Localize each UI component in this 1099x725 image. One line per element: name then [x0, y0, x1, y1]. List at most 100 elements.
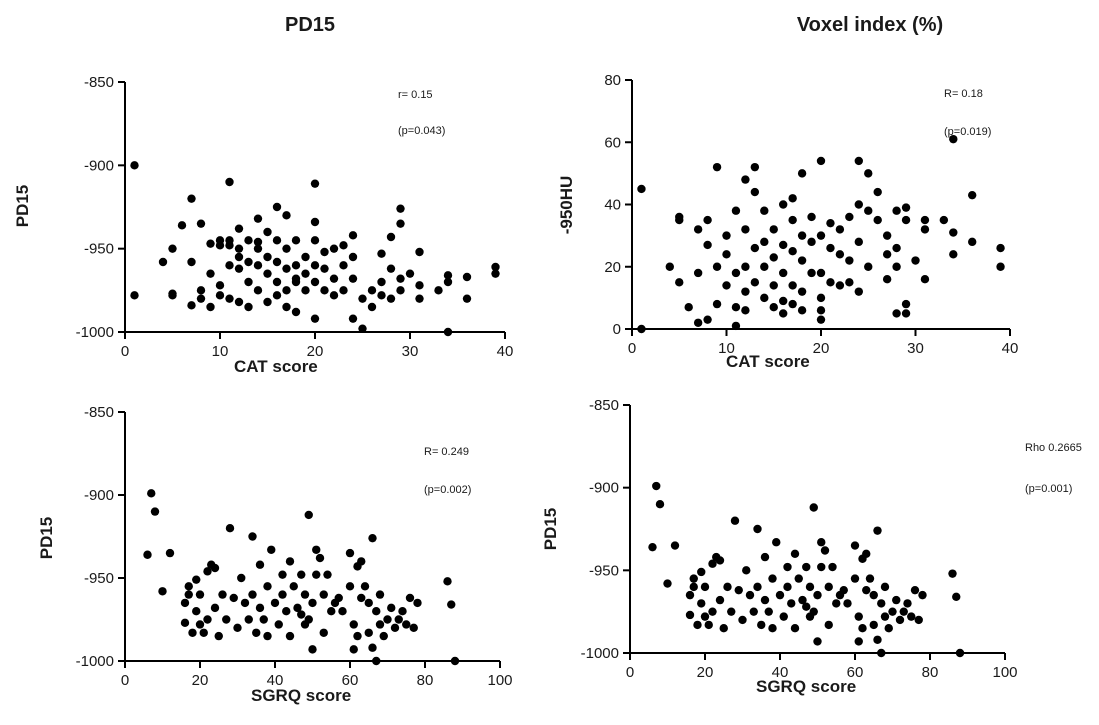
chart-3-data-point: [199, 628, 208, 637]
chart-1-y-tick-label: -1000: [76, 324, 114, 341]
chart-2-data-point: [807, 212, 816, 222]
chart-4-data-point: [775, 590, 785, 600]
chart-1-data-point: [168, 244, 177, 253]
chart-2-data-point: [712, 299, 722, 309]
chart-1-data-point: [462, 272, 472, 282]
chart-1-data-point: [244, 277, 253, 287]
chart-1-data-point: [310, 261, 320, 270]
chart-3-data-point: [372, 607, 381, 616]
chart-4-data-point: [723, 582, 732, 592]
chart-2-data-point: [788, 194, 797, 203]
chart-2-data-point: [797, 231, 807, 240]
chart-2-data-point: [968, 190, 977, 200]
chart-4-data-point: [760, 595, 770, 605]
chart-2-data-point: [901, 309, 911, 318]
chart-4-data-point: [768, 574, 777, 583]
chart-2-data-point: [797, 287, 807, 296]
chart-2-data-point: [693, 225, 703, 234]
chart-1-data-point: [320, 247, 329, 257]
chart-1-data-point: [282, 244, 291, 253]
chart-3-data-point: [357, 593, 366, 603]
chart-1-data-point: [329, 244, 339, 253]
chart-1-data-point: [234, 297, 244, 307]
chart-1-data-point: [348, 252, 358, 262]
chart-2-data-point: [845, 212, 854, 222]
chart-4-data-point: [884, 624, 893, 633]
chart-1-data-point: [272, 277, 282, 287]
chart-1-data-point: [253, 214, 263, 223]
chart-4-data-point: [708, 607, 717, 616]
chart-2-data-point: [760, 262, 769, 271]
chart-1-data-point: [253, 286, 263, 295]
chart-4-data-point: [817, 562, 826, 572]
chart-1-x-tick-label: 30: [402, 343, 419, 360]
chart-1-data-point: [443, 277, 453, 287]
chart-4-data-point: [824, 620, 833, 630]
chart-4-data-point: [794, 574, 803, 583]
chart-3-data-point: [214, 631, 223, 641]
chart-3-data-point: [375, 620, 385, 629]
chart-1-data-point: [405, 269, 415, 278]
chart-2-data-point: [901, 215, 911, 225]
chart-4-annotation: Rho 0.2665: [1025, 442, 1082, 454]
chart-3-data-point: [447, 600, 456, 609]
chart-3-data-point: [165, 548, 175, 558]
chart-4-data-point: [877, 648, 886, 658]
chart-2-data-point: [816, 306, 826, 315]
chart-3-data-point: [267, 545, 276, 554]
chart-3-data-point: [147, 489, 156, 498]
chart-4-data-point: [918, 590, 927, 600]
chart-3-x-tick-label: 100: [487, 672, 512, 689]
chart-2-data-point: [949, 228, 958, 237]
chart-2-data-point: [807, 268, 816, 278]
chart-2-data-point: [826, 278, 835, 287]
chart-3-data-point: [364, 628, 373, 637]
chart-4-data-point: [805, 582, 815, 592]
chart-2-y-axis-title: -950HU: [557, 176, 576, 235]
chart-1-data-point: [396, 219, 405, 228]
chart-4-data-point: [892, 595, 901, 605]
chart-2-y-tick-label: 20: [604, 259, 621, 276]
chart-2-data-point: [797, 306, 807, 315]
chart-3-data-point: [345, 548, 355, 558]
chart-4-data-point: [820, 546, 830, 555]
chart-3-data-point: [237, 573, 246, 583]
chart-2-data-point: [665, 262, 674, 271]
chart-3-data-point: [289, 582, 298, 591]
chart-2-data-point: [769, 281, 778, 290]
chart-1-data-point: [253, 261, 263, 270]
chart-1-data-point: [263, 297, 272, 307]
chart-3-data-point: [248, 532, 257, 541]
chart-3-data-point: [390, 623, 400, 632]
chart-2-data-point: [996, 243, 1005, 253]
chart-1-data-point: [168, 291, 177, 300]
chart-2-data-point: [892, 262, 901, 271]
chart-2-annotation: R= 0.18: [944, 88, 983, 100]
chart-2-x-tick-label: 20: [813, 340, 830, 357]
chart-1-data-point: [244, 236, 253, 245]
chart-3-data-point: [278, 570, 287, 579]
chart-3-data-point: [195, 590, 205, 599]
chart-4-data-point: [914, 615, 923, 625]
chart-1-data-point: [434, 286, 443, 295]
chart-3-y-tick-label: -1000: [76, 653, 114, 670]
chart-4-data-point: [727, 607, 736, 616]
chart-1-data-point: [282, 264, 291, 273]
chart-1-data-point: [225, 261, 234, 270]
chart-2-data-point: [788, 281, 797, 290]
chart-4-data-point: [873, 635, 882, 644]
chart-3-data-point: [398, 607, 407, 616]
chart-1-data-point: [377, 277, 386, 287]
chart-1-data-point: [196, 286, 206, 295]
chart-4-data-point: [783, 562, 792, 572]
chart-2-data-point: [816, 231, 826, 240]
chart-1-data-point: [396, 286, 405, 295]
chart-2-data-point: [760, 206, 769, 215]
chart-4-data-point: [700, 612, 710, 621]
chart-4-y-tick-label: -950: [589, 562, 619, 579]
chart-1-data-point: [320, 286, 329, 295]
chart-3-data-point: [297, 570, 306, 579]
chart-2-data-point: [826, 218, 835, 228]
chart-3-data-point: [443, 577, 452, 586]
chart-1-data-point: [272, 236, 282, 245]
